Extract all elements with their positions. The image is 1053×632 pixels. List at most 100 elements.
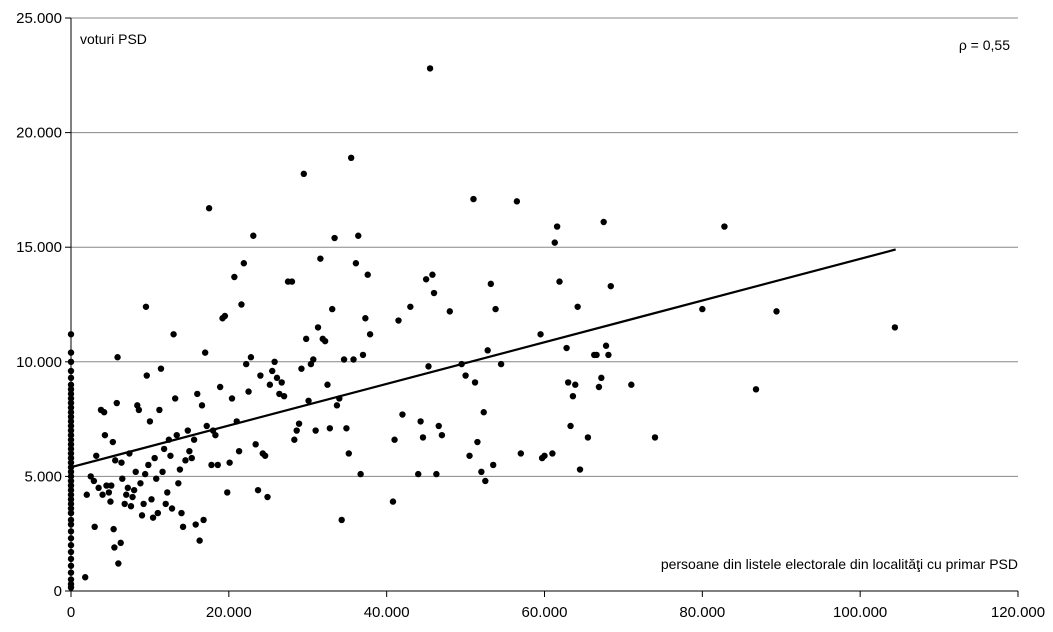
data-point bbox=[228, 395, 236, 402]
data-point bbox=[110, 525, 117, 533]
data-point bbox=[214, 461, 221, 469]
data-point bbox=[298, 365, 305, 372]
data-point bbox=[553, 223, 561, 230]
data-point bbox=[67, 468, 75, 476]
data-point bbox=[129, 493, 136, 501]
data-point bbox=[433, 470, 440, 478]
data-point bbox=[67, 374, 75, 382]
data-point bbox=[87, 473, 94, 480]
data-point bbox=[224, 489, 231, 496]
x-tick-label: 120.000 bbox=[991, 604, 1045, 621]
data-point bbox=[138, 512, 146, 519]
data-point bbox=[569, 392, 577, 400]
data-point bbox=[584, 434, 592, 441]
x-tick-label: 60.000 bbox=[522, 604, 568, 621]
data-point bbox=[67, 409, 75, 416]
data-point bbox=[67, 569, 75, 576]
data-point bbox=[121, 500, 128, 508]
data-point bbox=[103, 482, 110, 489]
data-point bbox=[145, 461, 152, 469]
data-point bbox=[109, 438, 117, 446]
data-point bbox=[266, 381, 274, 388]
data-point bbox=[67, 576, 75, 583]
data-point bbox=[67, 535, 75, 542]
data-point bbox=[271, 358, 278, 365]
data-point bbox=[628, 381, 635, 388]
data-point bbox=[321, 337, 329, 345]
data-point bbox=[67, 441, 75, 448]
data-point bbox=[593, 351, 600, 359]
data-point bbox=[179, 523, 187, 531]
data-point bbox=[417, 418, 424, 425]
data-point bbox=[118, 459, 125, 466]
data-point bbox=[67, 477, 75, 485]
data-point bbox=[91, 523, 98, 531]
data-point bbox=[541, 452, 548, 459]
data-point bbox=[67, 331, 75, 338]
data-point bbox=[238, 301, 245, 308]
data-point bbox=[235, 447, 243, 455]
data-point bbox=[293, 427, 300, 434]
data-point bbox=[160, 445, 168, 453]
x-tick-label: 20.000 bbox=[206, 604, 252, 621]
x-tick-label: 0 bbox=[67, 604, 75, 621]
data-point bbox=[67, 482, 75, 489]
x-tick-label: 40.000 bbox=[364, 604, 410, 621]
data-point bbox=[333, 402, 341, 409]
data-point bbox=[140, 500, 147, 508]
data-point bbox=[67, 500, 75, 508]
data-point bbox=[563, 344, 570, 352]
data-point bbox=[149, 514, 157, 521]
data-point bbox=[291, 436, 298, 443]
y-tick-label: 5.000 bbox=[24, 468, 62, 485]
data-point bbox=[135, 406, 143, 414]
data-point bbox=[99, 491, 106, 498]
data-point bbox=[600, 218, 607, 226]
data-point bbox=[67, 399, 75, 407]
data-point bbox=[340, 356, 348, 363]
data-point bbox=[208, 461, 215, 469]
data-point bbox=[67, 584, 75, 591]
data-point bbox=[108, 482, 115, 489]
data-point bbox=[67, 404, 75, 411]
y-tick-label: 10.000 bbox=[16, 354, 62, 371]
data-point bbox=[288, 278, 296, 285]
data-point bbox=[132, 468, 139, 476]
data-point bbox=[105, 489, 113, 496]
data-point bbox=[216, 383, 224, 391]
data-point bbox=[264, 493, 271, 501]
data-point bbox=[466, 452, 473, 459]
data-point bbox=[164, 489, 171, 496]
data-point bbox=[574, 303, 581, 310]
data-point bbox=[148, 496, 155, 503]
data-points bbox=[67, 65, 899, 591]
data-point bbox=[305, 397, 312, 404]
data-point bbox=[567, 422, 574, 430]
trendline bbox=[70, 248, 896, 469]
data-point bbox=[157, 365, 165, 372]
data-point bbox=[114, 354, 121, 361]
data-point bbox=[607, 282, 614, 290]
data-point bbox=[67, 541, 75, 549]
data-point bbox=[492, 305, 499, 313]
data-point bbox=[513, 198, 521, 205]
data-point bbox=[752, 386, 760, 393]
data-point bbox=[67, 459, 75, 466]
data-point bbox=[278, 379, 285, 386]
data-point bbox=[184, 427, 191, 434]
axes bbox=[65, 17, 1019, 597]
data-point bbox=[721, 223, 728, 230]
data-point bbox=[156, 406, 163, 414]
data-point bbox=[95, 484, 102, 492]
data-point bbox=[605, 351, 612, 359]
data-point bbox=[82, 574, 89, 581]
x-tick-labels: 0 20.000 40.000 60.000 80.000 100.000 120.000 bbox=[67, 604, 1045, 621]
data-point bbox=[435, 422, 442, 430]
data-point bbox=[67, 555, 75, 563]
data-point bbox=[67, 418, 75, 425]
data-point bbox=[572, 381, 579, 388]
data-point bbox=[192, 521, 199, 528]
data-point bbox=[168, 505, 176, 512]
data-point bbox=[699, 305, 706, 313]
data-point bbox=[350, 356, 357, 363]
